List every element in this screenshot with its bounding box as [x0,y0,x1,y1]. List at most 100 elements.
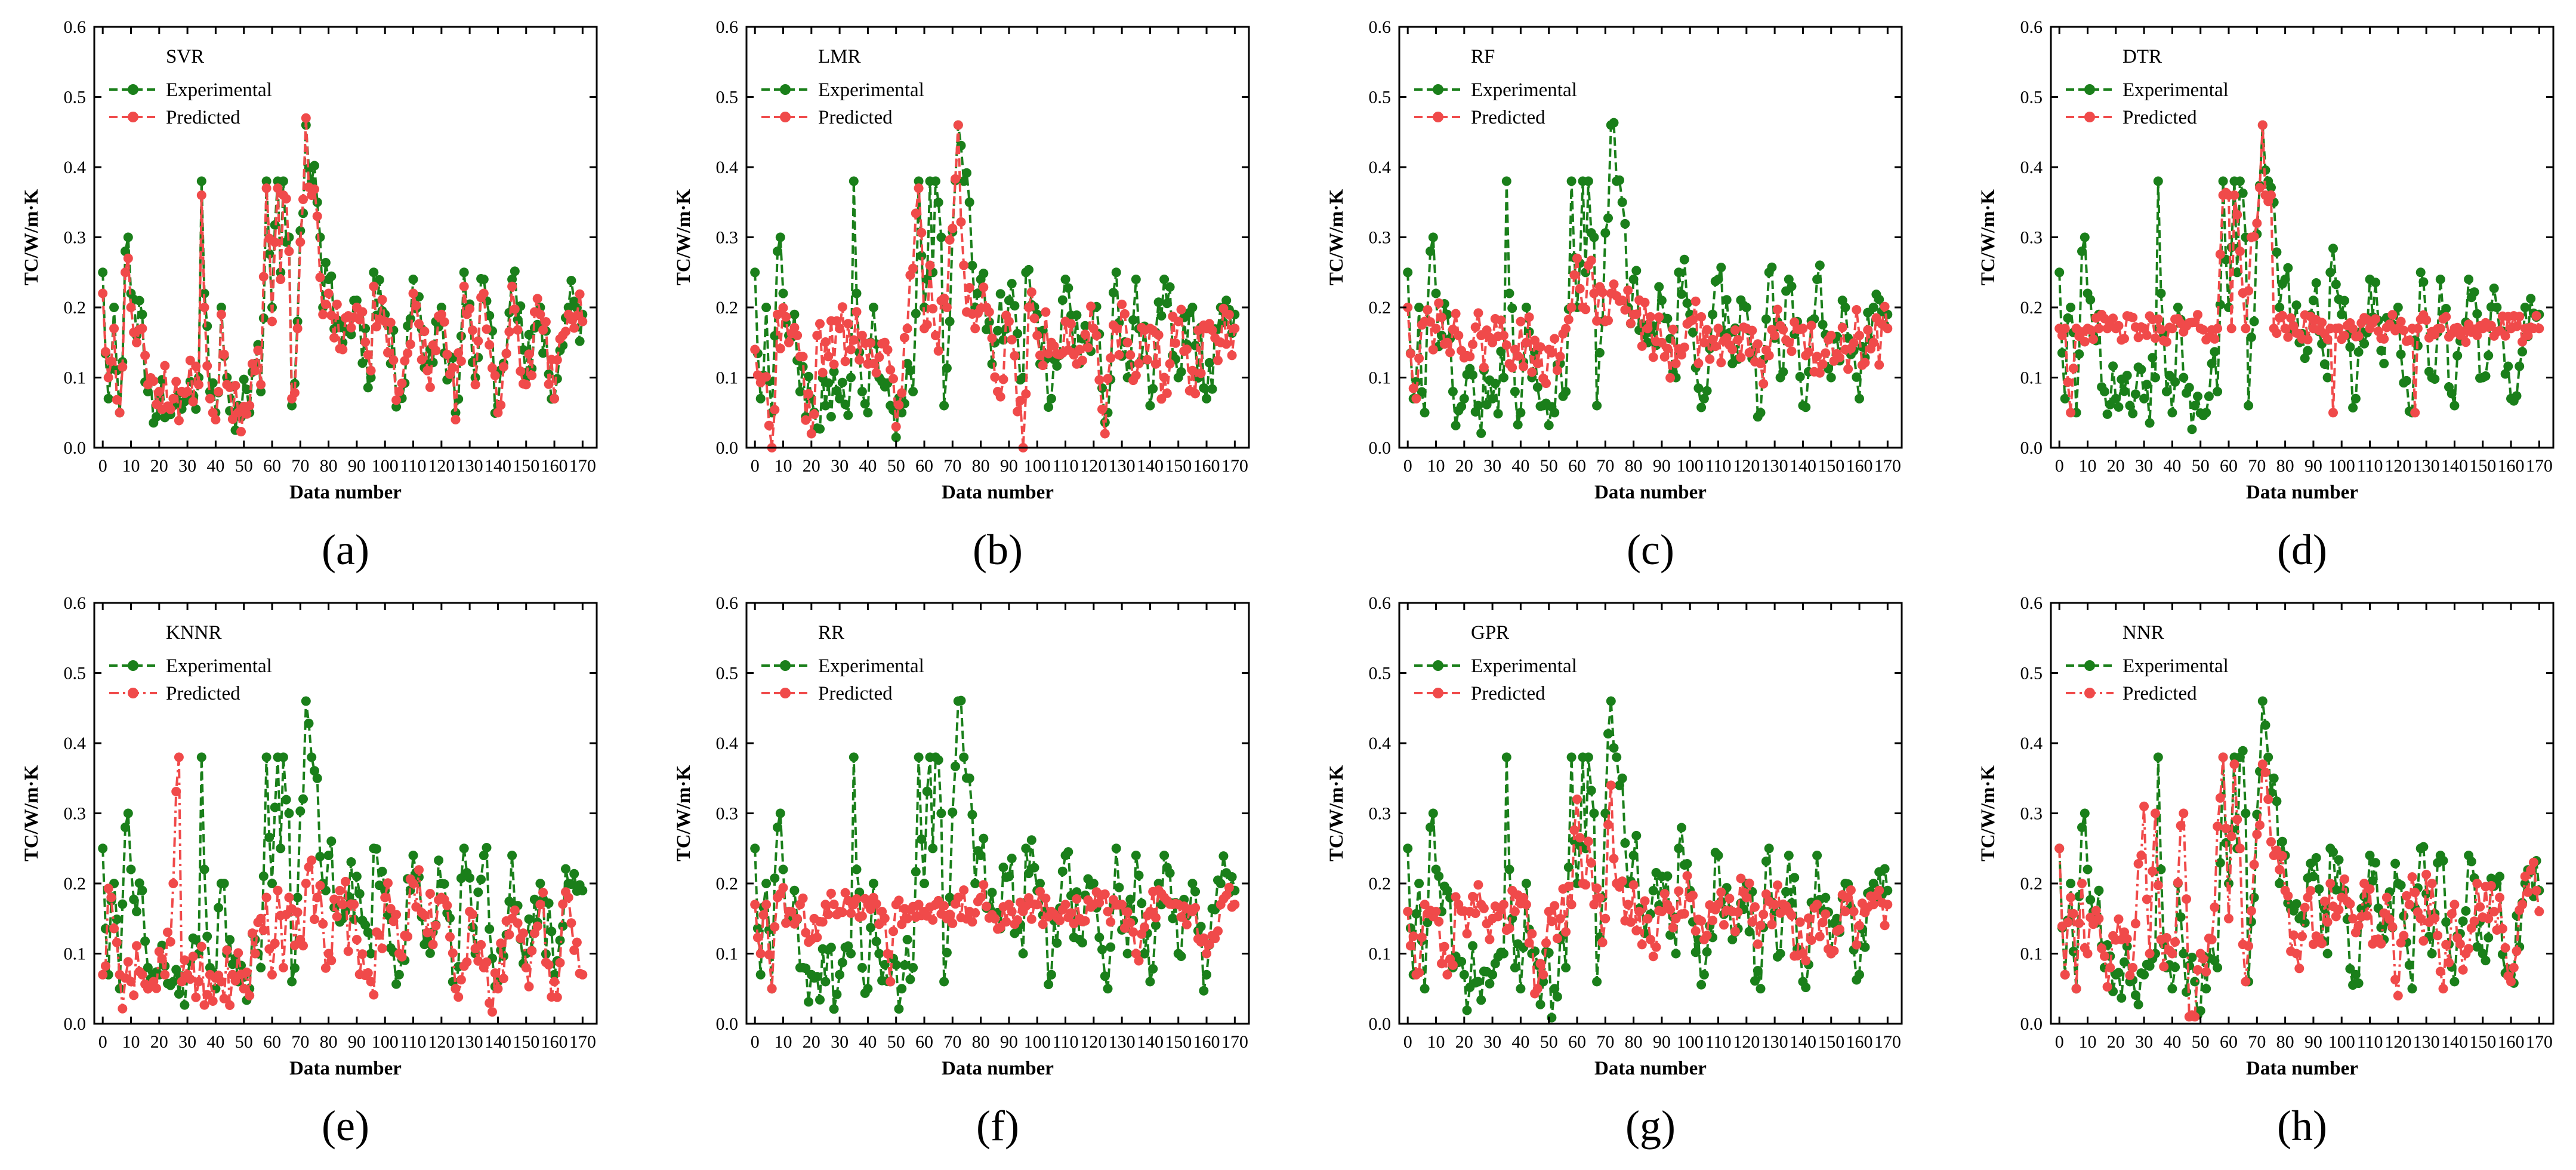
experimental-point [2179,949,2189,959]
experimental-point [320,258,331,267]
y-tick-label: 0.1 [2020,368,2043,388]
experimental-point [1790,873,1800,883]
experimental-point [310,766,319,776]
predicted-point [490,968,500,978]
predicted-point [1190,903,1201,913]
predicted-point [168,879,178,888]
predicted-point [922,319,932,330]
predicted-point [995,392,1005,402]
experimental-point [2060,393,2070,404]
predicted-point [242,409,252,419]
predicted-point [2218,752,2228,762]
experimental-point [1159,275,1170,284]
predicted-point [100,347,110,357]
predicted-point [2060,969,2070,980]
predicted-point [2086,325,2096,335]
experimental-point [2472,942,2482,952]
predicted-point [115,408,125,418]
predicted-point [2458,326,2468,336]
x-tick-label: 40 [2163,1032,2181,1052]
predicted-point [1496,315,1506,325]
experimental-point [773,823,782,832]
predicted-point [171,787,181,796]
model-label: SVR [166,46,204,67]
experimental-point [852,864,862,875]
experimental-point [1764,843,1774,854]
predicted-point [1532,359,1542,368]
predicted-point [408,879,418,888]
experimental-point [281,795,291,805]
x-tick-label: 130 [456,456,483,476]
experimental-point [360,324,371,334]
predicted-point [2156,324,2166,334]
experimental-point [1561,387,1571,396]
predicted-point [2153,880,2163,891]
experimental-point [2311,853,2321,863]
experimental-point [295,226,306,236]
experimental-point [2466,857,2476,867]
y-tick-label: 0.2 [1369,874,1392,894]
x-tick-label: 140 [1790,1032,1816,1052]
predicted-point [2063,377,2073,387]
experimental-point [2195,1006,2205,1016]
predicted-point [889,926,898,937]
experimental-point [1493,409,1503,418]
predicted-point [1597,937,1608,947]
x-tick-label: 150 [513,1032,539,1052]
predicted-point [1759,909,1769,919]
predicted-point [2348,324,2358,334]
x-tick-label: 20 [1455,456,1473,476]
panel-caption: (g) [1625,1102,1676,1150]
experimental-point [1165,868,1175,878]
predicted-point [377,943,387,953]
predicted-point [1210,934,1220,944]
predicted-point [1122,337,1133,347]
experimental-point [752,923,763,934]
experimental-point [1801,402,1811,412]
predicted-point [2097,943,2107,953]
experimental-point [2190,977,2200,987]
predicted-point [2410,408,2420,418]
predicted-point [1538,969,1548,980]
predicted-point [1451,892,1461,902]
predicted-point [2130,919,2140,929]
x-axis-title: Data number [1594,482,1707,503]
experimental-point [778,864,788,875]
experimental-point [351,295,362,306]
predicted-point [778,303,788,313]
x-tick-label: 0 [1403,1032,1412,1052]
experimental-point [98,267,108,278]
predicted-point [544,379,554,389]
experimental-point [1428,808,1438,818]
predicted-point [372,322,381,332]
predicted-point [2102,982,2112,992]
experimental-point [2164,371,2174,380]
predicted-point [524,349,534,359]
predicted-point [902,324,912,334]
predicted-point [245,990,255,1000]
predicted-point [1747,325,1757,335]
predicted-point [310,915,319,924]
x-tick-label: 80 [1625,456,1643,476]
experimental-point [2068,946,2078,956]
predicted-point [2379,908,2389,918]
experimental-point [1855,969,1864,980]
y-tick-label: 0.5 [716,88,739,107]
predicted-point [812,932,822,943]
predicted-point [1677,350,1686,360]
predicted-point [1671,359,1681,368]
experimental-point [1176,952,1186,961]
predicted-point [2322,917,2333,927]
experimental-point [1631,830,1642,840]
predicted-legend-marker [1433,112,1443,122]
predicted-point [1094,898,1105,908]
experimental-point [897,408,907,418]
predicted-point [1097,404,1107,414]
experimental-point [2275,303,2285,312]
predicted-legend-label: Predicted [166,683,240,704]
experimental-point [256,963,266,972]
predicted-point [188,952,198,962]
experimental-point [1812,275,1822,284]
